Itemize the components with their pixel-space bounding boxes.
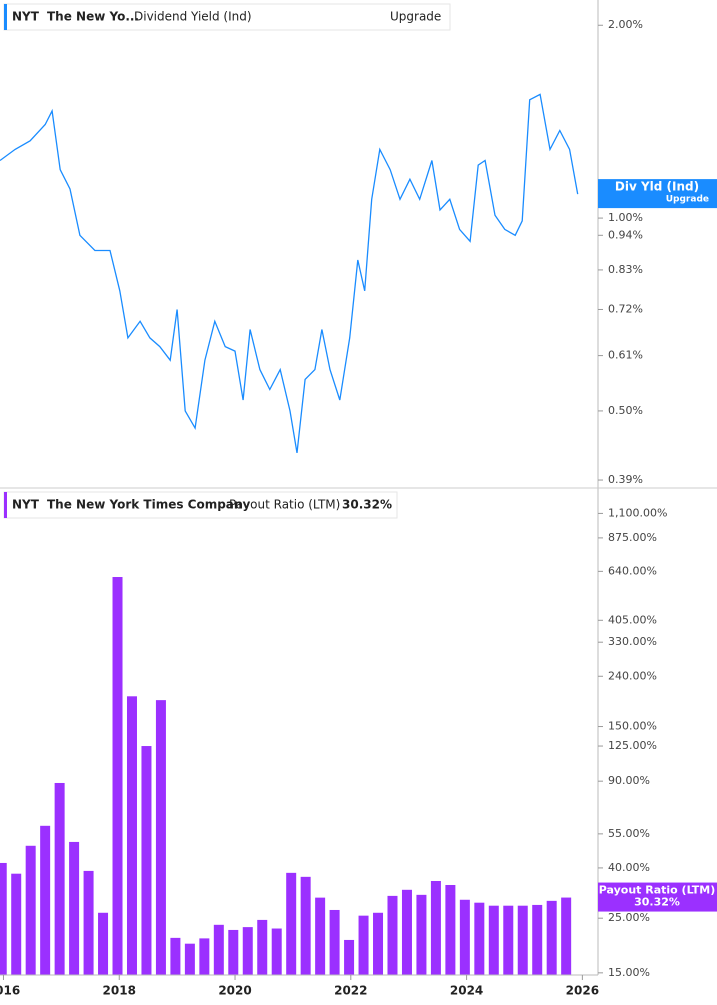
bar [228,929,239,975]
bottom-header: NYT The New York Times Company Payout Ra… [3,491,398,519]
bar [257,919,268,975]
x-tick-label: 2022 [334,984,367,998]
y-tick-label: 15.00% [608,966,650,979]
header-accent [4,492,7,518]
bar [315,897,326,975]
y-tick-label: 0.83% [608,263,643,276]
top-header: NYT The New Yo... Dividend Yield (Ind) U… [3,3,451,31]
badge-title: Div Yld (Ind) [615,180,699,194]
bar [503,905,514,975]
bar [344,939,355,975]
header-box [3,3,451,31]
plot-area [0,93,579,454]
y-tick-label: 150.00% [608,720,657,733]
badge-value: 30.32% [634,896,680,909]
bar [387,895,398,975]
y-tick-label: 640.00% [608,564,657,577]
bar [184,943,195,975]
y-tick-label: 0.50% [608,404,643,417]
bar [54,782,65,975]
bar [11,873,22,975]
bar [0,862,7,975]
x-tick-label: 2026 [566,984,599,998]
company: The New York Times Company [47,498,250,512]
bar [40,825,51,975]
y-tick-label: 875.00% [608,531,657,544]
y-tick-label: 330.00% [608,635,657,648]
bar [141,746,152,975]
bar [358,915,369,975]
line [0,93,579,454]
bar [69,841,80,975]
bar [286,872,297,975]
x-tick-label: 2020 [218,984,251,998]
ticker: NYT [12,498,40,512]
bar [546,900,557,975]
bar [445,884,456,975]
y-tick-label: 0.39% [608,473,643,486]
y-tick-label: 0.94% [608,228,643,241]
bar [98,912,109,975]
company: The New Yo... [47,10,139,24]
y-tick-label: 0.72% [608,302,643,315]
bar [170,937,181,975]
bar [126,696,137,975]
last-value: 30.32% [342,498,392,512]
metric: Payout Ratio (LTM) [229,498,340,512]
y-tick-label: 240.00% [608,669,657,682]
header-box [3,491,398,519]
bar [25,845,36,975]
bar [459,899,470,975]
bar [83,870,94,975]
x-tick-label: 2016 [0,984,20,998]
bar [401,889,412,975]
y-tick-label: 1,100.00% [608,506,667,519]
x-tick-label: 2024 [450,984,483,998]
bar [373,912,384,975]
bar [430,880,441,975]
bar [561,897,572,975]
y-tick-label: 90.00% [608,774,650,787]
bar [155,700,166,975]
badge [598,882,717,912]
bar [329,909,340,975]
plot-area [0,577,572,975]
y-tick-label: 25.00% [608,911,650,924]
y-tick-label: 0.61% [608,349,643,362]
badge [598,179,717,209]
bar [199,938,210,975]
bar [213,924,224,975]
y-tick-label: 405.00% [608,613,657,626]
header-accent [4,4,7,30]
y-tick-label: 55.00% [608,827,650,840]
y-tick-label: 125.00% [608,739,657,752]
bar [474,902,485,975]
badge-title: Payout Ratio (LTM) [599,884,716,897]
bar [517,905,528,975]
bar [271,928,282,975]
bar [532,904,543,975]
y-tick-label: 40.00% [608,861,650,874]
x-tick-label: 2018 [103,984,136,998]
bar [488,905,499,975]
bar [300,876,311,975]
y-tick-label: 2.00% [608,18,643,31]
ticker: NYT [12,10,40,24]
metric: Dividend Yield (Ind) [134,10,252,24]
upgrade-link[interactable]: Upgrade [390,10,441,24]
bar [242,927,253,975]
y-tick-label: 1.00% [608,211,643,224]
badge-action: Upgrade [666,195,709,205]
bar [112,577,123,975]
bar [416,894,427,975]
